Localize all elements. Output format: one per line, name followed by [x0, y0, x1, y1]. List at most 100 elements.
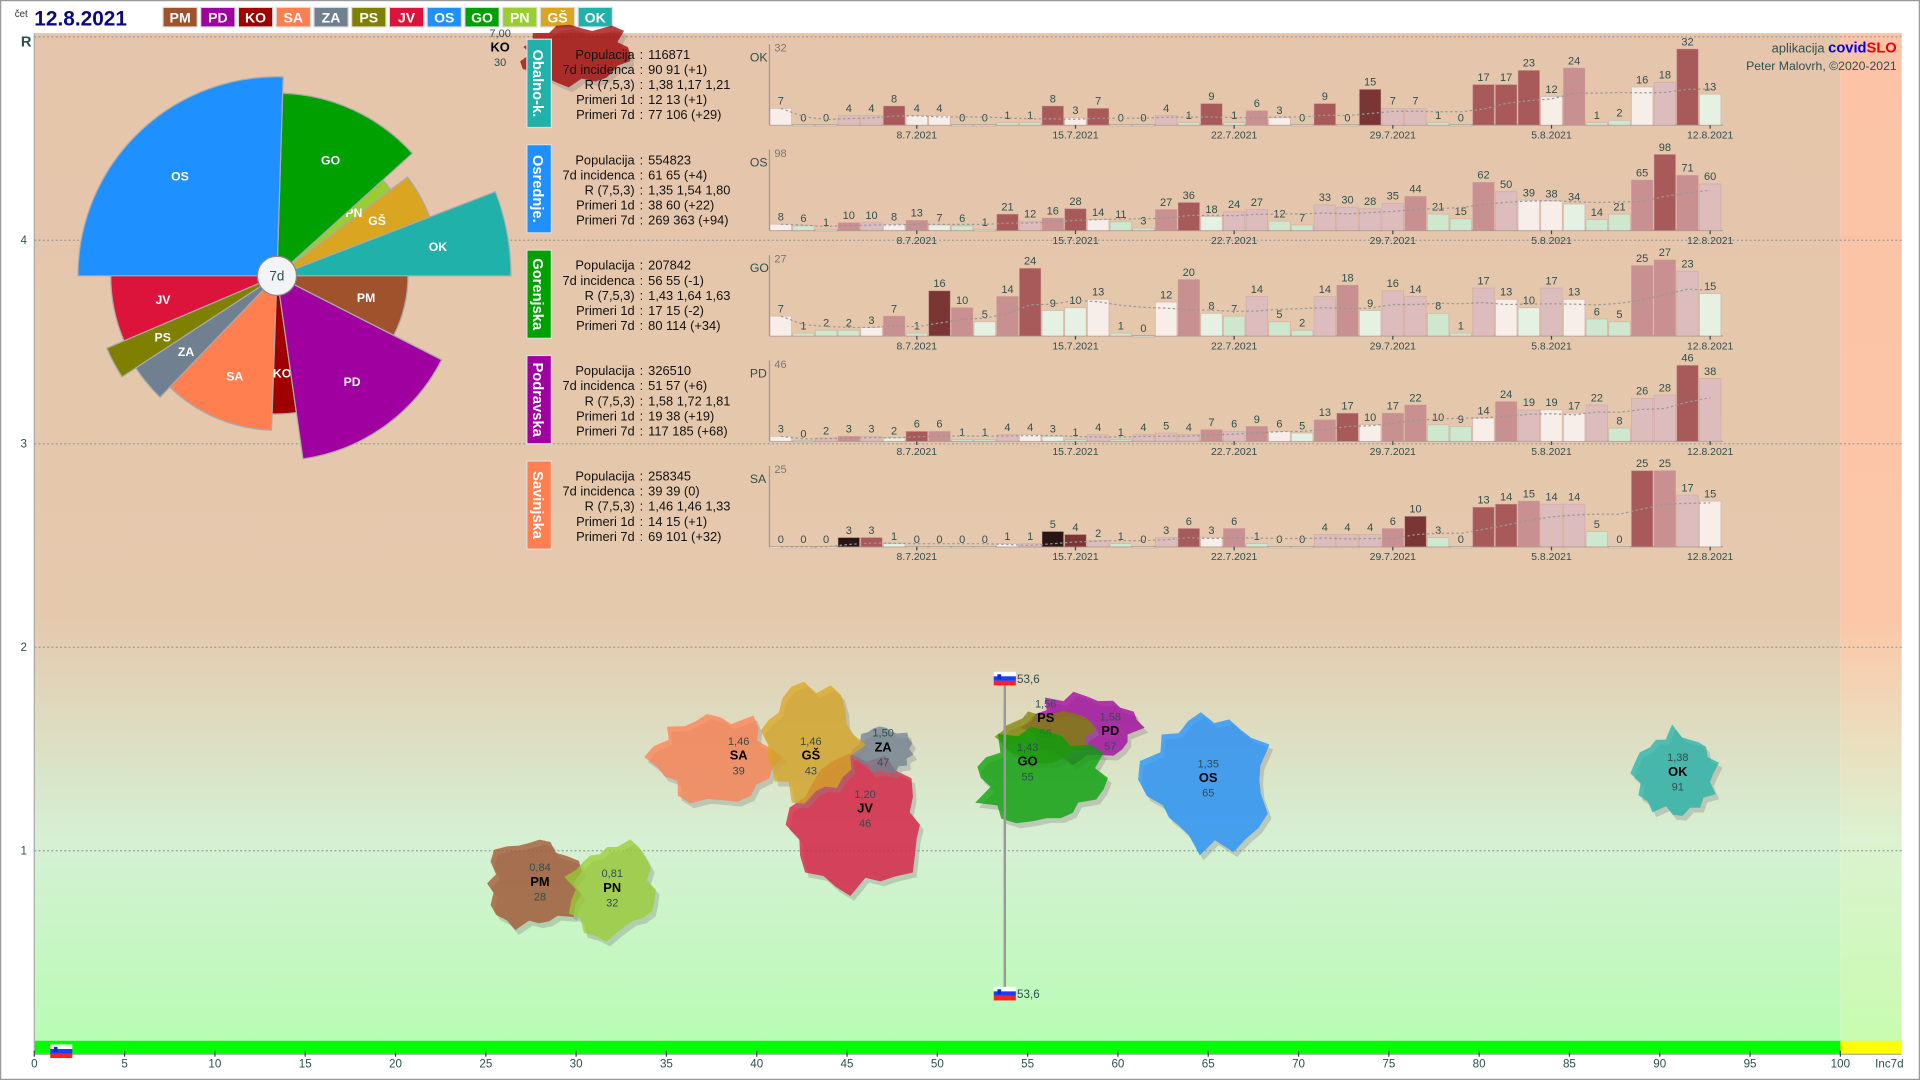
- bar[interactable]: [1608, 119, 1631, 126]
- bar[interactable]: [1087, 108, 1110, 126]
- bar[interactable]: [951, 546, 974, 549]
- bar[interactable]: [905, 220, 928, 231]
- bar[interactable]: [1427, 313, 1450, 337]
- bar[interactable]: [1404, 195, 1427, 231]
- region-button-ok[interactable]: OK: [577, 6, 614, 28]
- bar[interactable]: [1517, 199, 1540, 231]
- bar[interactable]: [792, 124, 815, 127]
- bar[interactable]: [837, 222, 860, 231]
- bar[interactable]: [1472, 182, 1495, 231]
- pie-wedge-sa[interactable]: SA: [168, 274, 278, 431]
- region-button-os[interactable]: OS: [426, 6, 463, 28]
- bar[interactable]: [1359, 424, 1382, 442]
- bar[interactable]: [1631, 86, 1654, 126]
- bar[interactable]: [1676, 48, 1699, 126]
- bar[interactable]: [1653, 470, 1676, 548]
- bar[interactable]: [1495, 84, 1518, 126]
- bar[interactable]: [951, 124, 974, 127]
- bar[interactable]: [1495, 401, 1518, 442]
- bar[interactable]: [1291, 546, 1314, 549]
- bar[interactable]: [1019, 220, 1042, 231]
- bar[interactable]: [1291, 329, 1314, 337]
- bar[interactable]: [1291, 224, 1314, 231]
- bar[interactable]: [1087, 434, 1110, 442]
- bar[interactable]: [1064, 534, 1087, 548]
- bar[interactable]: [1585, 219, 1608, 231]
- bar[interactable]: [1200, 429, 1223, 442]
- bar[interactable]: [1155, 115, 1178, 126]
- bar[interactable]: [1087, 219, 1110, 231]
- region-button-pd[interactable]: PD: [200, 6, 236, 28]
- bar[interactable]: [1064, 307, 1087, 337]
- bar[interactable]: [1631, 397, 1654, 442]
- bar[interactable]: [1268, 321, 1291, 337]
- bar[interactable]: [769, 108, 792, 126]
- bar[interactable]: [1064, 439, 1087, 442]
- bar[interactable]: [1404, 404, 1427, 442]
- region-button-sa[interactable]: SA: [275, 6, 312, 28]
- bar[interactable]: [928, 290, 951, 337]
- bar[interactable]: [1404, 515, 1427, 548]
- bar[interactable]: [1449, 332, 1472, 337]
- bar[interactable]: [860, 222, 883, 231]
- region-button-za[interactable]: ZA: [313, 6, 349, 28]
- bar[interactable]: [1631, 265, 1654, 337]
- bar[interactable]: [1427, 537, 1450, 548]
- bar[interactable]: [1563, 412, 1586, 442]
- bar[interactable]: [1699, 500, 1722, 548]
- bar[interactable]: [1268, 546, 1291, 549]
- bar[interactable]: [1132, 546, 1155, 549]
- bar[interactable]: [1336, 206, 1359, 231]
- bar[interactable]: [1563, 298, 1586, 337]
- bar[interactable]: [1404, 108, 1427, 126]
- bar[interactable]: [1041, 217, 1064, 231]
- bar[interactable]: [1268, 220, 1291, 231]
- bar[interactable]: [1699, 93, 1722, 126]
- bar[interactable]: [1087, 540, 1110, 548]
- bar[interactable]: [1585, 404, 1608, 442]
- bar[interactable]: [792, 440, 815, 443]
- bar[interactable]: [951, 439, 974, 442]
- bar[interactable]: [1540, 96, 1563, 126]
- bar[interactable]: [1313, 204, 1336, 231]
- bar[interactable]: [1381, 290, 1404, 337]
- region-button-ko[interactable]: KO: [237, 6, 274, 28]
- bar[interactable]: [1019, 122, 1042, 126]
- bar[interactable]: [1245, 296, 1268, 337]
- bar[interactable]: [1041, 435, 1064, 442]
- bar[interactable]: [1177, 202, 1200, 231]
- bar[interactable]: [769, 315, 792, 337]
- bar[interactable]: [1404, 296, 1427, 337]
- bar[interactable]: [1608, 427, 1631, 442]
- region-button-pm[interactable]: PM: [162, 6, 198, 28]
- bar[interactable]: [1472, 506, 1495, 548]
- bar[interactable]: [1200, 216, 1223, 231]
- bar[interactable]: [1155, 537, 1178, 548]
- bar[interactable]: [973, 546, 996, 549]
- bar[interactable]: [996, 213, 1019, 231]
- bar[interactable]: [1336, 534, 1359, 548]
- bar[interactable]: [1676, 270, 1699, 337]
- bar[interactable]: [1381, 412, 1404, 442]
- bar[interactable]: [1449, 124, 1472, 127]
- bar[interactable]: [1087, 298, 1110, 337]
- bar[interactable]: [1291, 124, 1314, 127]
- bar[interactable]: [769, 223, 792, 231]
- bar[interactable]: [1200, 537, 1223, 548]
- bar[interactable]: [973, 124, 996, 127]
- bar[interactable]: [1336, 284, 1359, 337]
- bar[interactable]: [1245, 209, 1268, 231]
- bar[interactable]: [1109, 221, 1132, 231]
- bar[interactable]: [1019, 543, 1042, 548]
- bar[interactable]: [1585, 318, 1608, 337]
- bar[interactable]: [1540, 287, 1563, 337]
- bar[interactable]: [1223, 315, 1246, 337]
- region-button-gš[interactable]: GŠ: [539, 6, 576, 28]
- bar[interactable]: [1041, 105, 1064, 126]
- bar[interactable]: [1359, 208, 1382, 231]
- bar[interactable]: [1313, 296, 1336, 337]
- bar[interactable]: [1381, 202, 1404, 231]
